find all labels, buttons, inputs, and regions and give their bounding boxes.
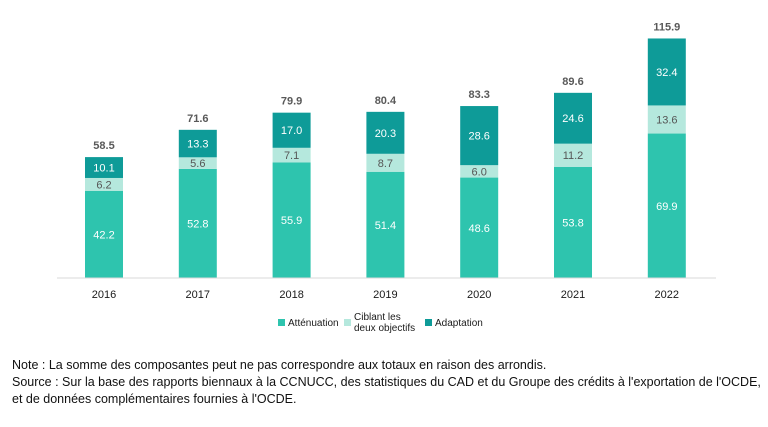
bar-segment-2019-0 <box>366 171 405 278</box>
bar-segment-2020-2 <box>460 106 499 166</box>
x-tick-2020: 2020 <box>467 289 491 301</box>
bar-segment-2016-2 <box>85 157 123 178</box>
legend-label-2: Adaptation <box>435 318 483 329</box>
x-tick-2021: 2021 <box>561 289 585 301</box>
legend-label-line: Adaptation <box>435 318 483 329</box>
bar-segment-2020-0 <box>460 177 499 278</box>
x-tick-2016: 2016 <box>92 289 116 301</box>
data-label-2019-0: 51.4 <box>375 220 396 232</box>
bar-segment-2017-0 <box>178 168 217 278</box>
data-label-2018-0: 55.9 <box>281 215 302 227</box>
data-label-2021-1: 11.2 <box>563 150 584 162</box>
stacked-bar-chart: 42.2 6.2 10.1 58.5 52.8 5.6 13.3 71.6 55.9 7.1 17.… <box>57 21 716 334</box>
data-label-2020-0: 48.6 <box>468 223 489 235</box>
source-text: Source : Sur la base des rapports bienna… <box>12 375 761 406</box>
legend-swatch-2 <box>425 319 432 326</box>
legend-label-line: deux objectifs <box>354 323 415 334</box>
chart-notes: Note : La somme des composantes peut ne … <box>12 357 762 408</box>
total-label-2019: 80.4 <box>375 95 397 107</box>
legend-label-line: Atténuation <box>288 318 339 329</box>
bar-segment-2021-0 <box>554 166 592 278</box>
total-label-2018: 79.9 <box>281 96 302 108</box>
data-label-2017-1: 5.6 <box>190 158 205 170</box>
data-label-2017-0: 52.8 <box>187 218 208 230</box>
bar-segment-2018-1 <box>272 147 311 163</box>
data-label-2022-0: 69.9 <box>656 201 677 213</box>
bar-segment-2018-0 <box>272 162 311 278</box>
total-label-2020: 83.3 <box>468 89 489 101</box>
legend-swatch-1 <box>344 319 351 326</box>
total-label-2021: 89.6 <box>562 76 583 88</box>
data-label-2022-2: 32.4 <box>656 67 677 79</box>
legend-swatch-0 <box>278 319 285 326</box>
x-tick-2018: 2018 <box>279 289 303 301</box>
x-tick-labels: 2016 2017 2018 2019 2020 2021 2022 <box>92 289 679 301</box>
legend-label-0: Atténuation <box>288 318 339 329</box>
note-text: Note : La somme des composantes peut ne … <box>12 358 547 372</box>
legend-label-1: Ciblant les deux objectifs <box>354 312 415 334</box>
data-label-2021-2: 24.6 <box>562 113 583 125</box>
data-label-2018-2: 17.0 <box>281 125 302 137</box>
data-label-2017-2: 13.3 <box>187 139 208 151</box>
data-label-2019-1: 8.7 <box>378 158 393 170</box>
data-label-2016-2: 10.1 <box>93 163 114 175</box>
x-tick-2017: 2017 <box>186 289 210 301</box>
bar-segment-2017-1 <box>178 157 217 169</box>
bar-segment-2016-1 <box>85 177 123 191</box>
bar-segment-2021-1 <box>554 143 592 167</box>
bar-segment-2019-2 <box>366 111 405 154</box>
bar-segment-2019-1 <box>366 153 405 172</box>
bar-segment-2022-2 <box>647 38 686 106</box>
legend-label-line: Ciblant les <box>354 312 401 323</box>
data-label-2016-0: 42.2 <box>93 229 114 241</box>
bar-segment-2022-1 <box>647 105 686 134</box>
data-label-2022-1: 13.6 <box>656 114 677 126</box>
legend: Atténuation Ciblant les deux objectifs Adap… <box>278 312 483 334</box>
bar-segment-2017-2 <box>178 129 217 158</box>
data-label-2018-1: 7.1 <box>284 150 299 162</box>
bars-layer: 42.2 6.2 10.1 58.5 52.8 5.6 13.3 71.6 55.9 7.1 17.… <box>85 21 686 278</box>
data-label-2019-2: 20.3 <box>375 128 396 140</box>
data-label-2020-1: 6.0 <box>472 166 487 178</box>
bar-segment-2021-2 <box>554 92 592 144</box>
x-tick-2022: 2022 <box>655 289 679 301</box>
data-label-2021-0: 53.8 <box>562 217 583 229</box>
total-label-2017: 71.6 <box>187 113 208 125</box>
x-tick-2019: 2019 <box>373 289 397 301</box>
data-label-2020-2: 28.6 <box>468 131 489 143</box>
bar-segment-2018-2 <box>272 112 311 148</box>
bar-segment-2016-0 <box>85 190 123 278</box>
total-label-2022: 115.9 <box>653 21 680 33</box>
bar-segment-2022-0 <box>647 133 686 278</box>
total-label-2016: 58.5 <box>93 140 114 152</box>
bar-segment-2020-1 <box>460 165 499 178</box>
data-label-2016-1: 6.2 <box>96 179 111 191</box>
